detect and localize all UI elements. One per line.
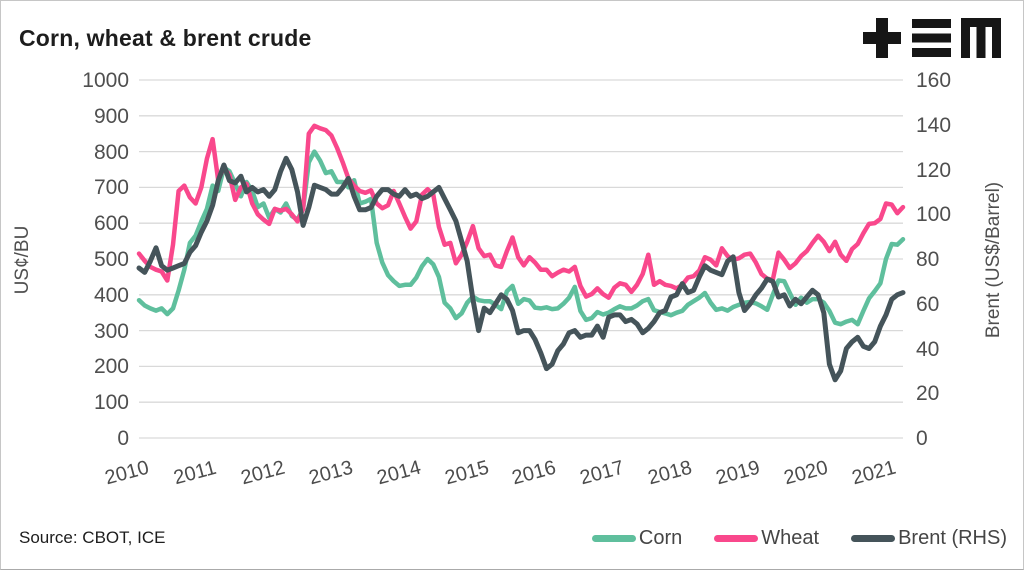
right-y-tick-label: 140	[916, 113, 952, 137]
left-y-tick-label: 300	[93, 319, 129, 343]
left-y-tick-label: 700	[93, 176, 129, 200]
source-note: Source: CBOT, ICE	[19, 528, 166, 547]
right-y-tick-label: 40	[916, 337, 940, 361]
tem-logo	[863, 18, 1001, 58]
left-y-tick-label: 600	[93, 212, 129, 236]
legend-label-corn: Corn	[638, 527, 683, 549]
legend-item-wheat: Wheat	[714, 527, 819, 550]
legend-label-brent: Brent (RHS)	[898, 527, 1007, 549]
left-y-tick-label: 500	[93, 248, 129, 271]
left-y-tick-label: 900	[93, 104, 129, 128]
right-y-tick-label: 120	[916, 158, 952, 182]
chart-title: Corn, wheat & brent crude	[19, 25, 312, 51]
brent-line-swatch	[851, 535, 896, 542]
left-y-tick-label: 100	[93, 391, 129, 415]
legend: Corn Wheat Brent (RHS)	[591, 527, 1007, 550]
left-y-tick-label: 200	[93, 355, 129, 379]
right-y-tick-label: 100	[916, 203, 952, 227]
series-line-wheat	[136, 123, 906, 300]
left-y-tick-label: 400	[93, 283, 129, 307]
left-y-tick-label: 1000	[82, 69, 129, 92]
legend-item-brent: Brent (RHS)	[851, 527, 1007, 550]
right-y-tick-label: 160	[916, 69, 952, 92]
corn-line-swatch	[591, 535, 636, 542]
legend-item-corn: Corn	[591, 527, 683, 550]
series-line-brent-rhs	[136, 155, 906, 383]
legend-label-wheat: Wheat	[761, 527, 820, 549]
right-y-tick-label: 20	[916, 382, 940, 406]
right-y-tick-label: 0	[916, 427, 928, 450]
left-y-tick-label: 0	[117, 427, 129, 450]
left-y-tick-label: 800	[93, 140, 129, 164]
wheat-line-swatch	[714, 535, 759, 542]
right-y-tick-label: 80	[916, 248, 940, 271]
right-y-tick-label: 60	[916, 292, 940, 316]
